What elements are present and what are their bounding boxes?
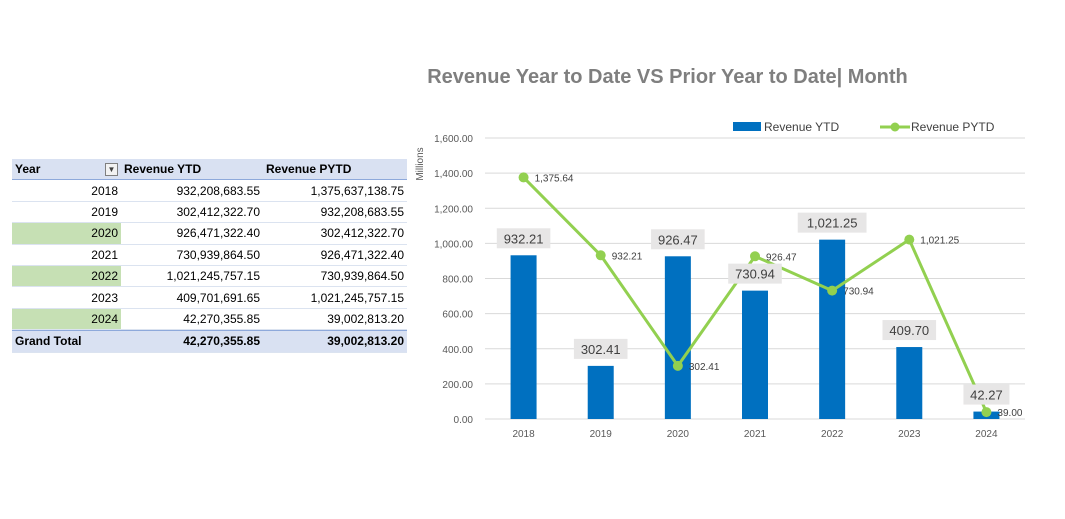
- bar-data-label-bg: [963, 384, 1010, 405]
- table-row: 2022 1,021,245,757.15 730,939,864.50: [12, 265, 407, 288]
- revenue-pytd-cell[interactable]: 926,471,322.40: [320, 247, 404, 262]
- bar-data-label: 730.94: [735, 267, 775, 282]
- year-header[interactable]: Year ▼: [12, 159, 121, 179]
- combo-chart: 0.00 200.00 400.00 600.00 800.00 1,000.00 1,20…: [415, 120, 1025, 440]
- year-cell[interactable]: 2024: [12, 308, 121, 330]
- y-tick-label: 600.00: [442, 310, 473, 321]
- year-cell[interactable]: 2023: [91, 290, 118, 305]
- y-tick-label: 400.00: [442, 345, 473, 356]
- x-tick-label: 2018: [512, 429, 535, 440]
- x-tick-label: 2019: [590, 429, 613, 440]
- revenue-ytd-cell[interactable]: 1,021,245,757.15: [166, 269, 260, 284]
- revenue-pytd-cell[interactable]: 1,021,245,757.15: [310, 290, 404, 305]
- bar: [510, 255, 537, 419]
- y-tick-label: 1,400.00: [434, 169, 473, 180]
- line-point: [827, 285, 838, 296]
- revenue-ytd-cell[interactable]: 730,939,864.50: [176, 247, 260, 262]
- legend-marker-revenue-pytd: [890, 122, 900, 132]
- line-point: [981, 407, 992, 418]
- bar-data-label: 302.41: [581, 342, 621, 357]
- bar: [664, 256, 691, 419]
- table-row: 2024 42,270,355.85 39,002,813.20: [12, 308, 407, 331]
- revenue-pytd-header: Revenue PYTD: [266, 162, 352, 177]
- revenue-pytd-cell[interactable]: 932,208,683.55: [320, 204, 404, 219]
- y-tick-label: 1,600.00: [434, 134, 473, 145]
- bar-data-label-bg: [728, 263, 782, 284]
- x-tick-label: 2024: [975, 429, 998, 440]
- bar-data-label: 1,021.25: [807, 216, 858, 231]
- line-data-label: 730.94: [843, 287, 874, 298]
- year-cell[interactable]: 2019: [91, 204, 118, 219]
- bar-data-label-bg: [882, 320, 937, 341]
- x-tick-label: 2022: [821, 429, 844, 440]
- bar-data-label-bg: [573, 338, 628, 359]
- year-cell[interactable]: 2020: [12, 223, 121, 244]
- year-cell[interactable]: 2021: [91, 247, 118, 262]
- y-tick-label: 200.00: [442, 380, 473, 391]
- bar-data-label: 409.70: [889, 323, 929, 338]
- line-data-label: 932.21: [612, 251, 643, 262]
- year-cell[interactable]: 2022: [12, 265, 121, 287]
- y-tick-label: 0.00: [454, 415, 474, 426]
- revenue-ytd-cell[interactable]: 926,471,322.40: [176, 226, 260, 241]
- pivot-table: Year ▼ Revenue YTD Revenue PYTD 2018 932,…: [12, 159, 407, 353]
- revenue-ytd-cell[interactable]: 409,701,691.65: [176, 290, 260, 305]
- x-tick-label: 2020: [667, 429, 690, 440]
- bar-data-label: 42.27: [970, 388, 1003, 403]
- year-header-label: Year: [15, 162, 41, 177]
- line-point: [750, 251, 760, 262]
- revenue-pytd-cell[interactable]: 730,939,864.50: [320, 269, 404, 284]
- grand-total-row: Grand Total 42,270,355.85 39,002,813.20: [12, 330, 407, 353]
- table-row: 2023 409,701,691.65 1,021,245,757.15: [12, 287, 407, 309]
- legend-label-revenue-pytd: Revenue PYTD: [911, 120, 995, 134]
- bar-data-label-bg: [496, 228, 551, 249]
- x-tick-label: 2023: [898, 429, 921, 440]
- line-data-label: 39.00: [997, 408, 1022, 419]
- x-tick-label: 2021: [744, 429, 767, 440]
- line-point: [904, 234, 915, 245]
- filter-icon[interactable]: ▼: [105, 162, 118, 176]
- legend-swatch-revenue-ytd: [733, 122, 761, 131]
- line-data-label: 926.47: [766, 252, 797, 263]
- bar-data-label-bg: [651, 229, 705, 250]
- bar-data-label-bg: [797, 212, 867, 233]
- revenue-pytd-cell[interactable]: 39,002,813.20: [327, 311, 404, 326]
- y-axis-label: Millions: [415, 147, 426, 180]
- line-data-label: 1,021.25: [920, 236, 959, 247]
- line-point: [672, 360, 683, 371]
- line-data-label: 1,375.64: [535, 173, 574, 184]
- grand-total-pytd: 39,002,813.20: [327, 334, 404, 349]
- grand-total-label: Grand Total: [15, 334, 82, 349]
- pivot-header-row: Year ▼ Revenue YTD Revenue PYTD: [12, 159, 407, 181]
- revenue-pytd-cell[interactable]: 1,375,637,138.75: [310, 183, 404, 198]
- bar: [742, 290, 768, 419]
- line-data-label: 302.41: [689, 362, 720, 373]
- y-tick-label: 1,000.00: [434, 239, 473, 250]
- y-tick-label: 1,200.00: [434, 204, 473, 215]
- y-tick-label: 800.00: [442, 275, 473, 286]
- table-row: 2019 302,412,322.70 932,208,683.55: [12, 202, 407, 224]
- revenue-ytd-cell[interactable]: 302,412,322.70: [176, 204, 260, 219]
- revenue-ytd-cell[interactable]: 932,208,683.55: [176, 183, 260, 198]
- revenue-ytd-header: Revenue YTD: [124, 162, 202, 177]
- table-row: 2020 926,471,322.40 302,412,322.70: [12, 223, 407, 245]
- line-point: [595, 250, 606, 261]
- legend-label-revenue-ytd: Revenue YTD: [764, 120, 839, 134]
- bar: [896, 347, 923, 419]
- year-cell[interactable]: 2018: [91, 183, 118, 198]
- bar-data-label: 932.21: [504, 231, 544, 246]
- bar: [587, 365, 614, 419]
- bar-data-label: 926.47: [658, 232, 698, 247]
- revenue-pytd-cell[interactable]: 302,412,322.70: [320, 226, 404, 241]
- table-row: 2018 932,208,683.55 1,375,637,138.75: [12, 180, 407, 202]
- line-point: [518, 172, 529, 183]
- chart-title: Revenue Year to Date VS Prior Year to Da…: [427, 66, 908, 88]
- grand-total-ytd: 42,270,355.85: [183, 334, 260, 349]
- revenue-ytd-cell[interactable]: 42,270,355.85: [183, 311, 260, 326]
- table-row: 2021 730,939,864.50 926,471,322.40: [12, 245, 407, 266]
- bar: [819, 239, 846, 419]
